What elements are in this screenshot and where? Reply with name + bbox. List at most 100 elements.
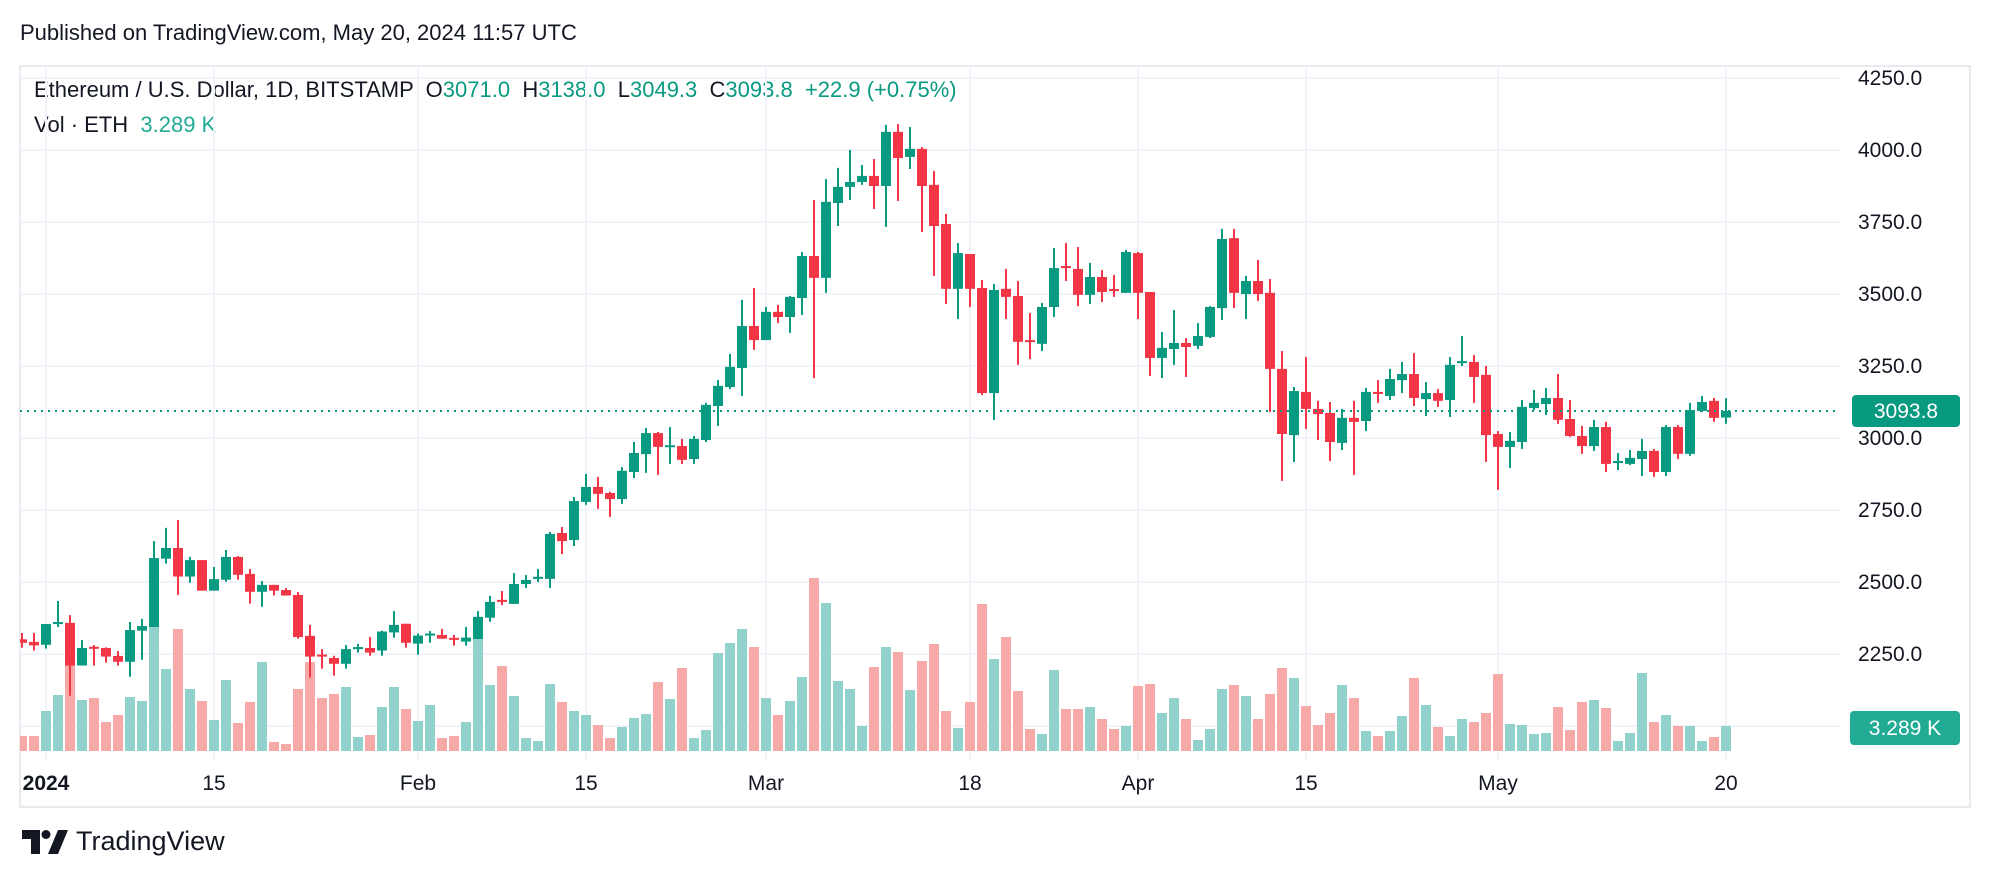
candle-body bbox=[1133, 253, 1143, 293]
candle-body bbox=[521, 579, 531, 585]
candle bbox=[821, 179, 831, 293]
candle bbox=[713, 380, 723, 426]
candle-body bbox=[1685, 410, 1695, 454]
volume-bar bbox=[1613, 740, 1623, 751]
candle-wick bbox=[897, 124, 899, 201]
candle-body bbox=[773, 311, 783, 318]
volume-bar bbox=[221, 680, 231, 751]
candle-wick bbox=[1497, 431, 1499, 490]
candle bbox=[293, 592, 303, 639]
last-volume-badge: 3.289 K bbox=[1850, 711, 1960, 745]
time-axis[interactable]: 2024 15 Feb 15 Mar 18 Apr 15 May 20 bbox=[23, 772, 1738, 795]
volume-bar bbox=[857, 725, 867, 751]
candle-body bbox=[977, 287, 987, 394]
volume-label: Vol · ETH bbox=[34, 112, 129, 137]
candle-body bbox=[269, 584, 279, 591]
candle-wick bbox=[165, 527, 167, 564]
candle-body bbox=[869, 175, 879, 186]
candle-wick bbox=[1173, 310, 1175, 365]
candle bbox=[77, 639, 87, 666]
candle-wick bbox=[1245, 275, 1247, 320]
candle bbox=[1301, 357, 1311, 430]
volume-bar bbox=[509, 695, 519, 751]
volume-bar bbox=[713, 653, 723, 751]
candle bbox=[497, 590, 507, 606]
candle bbox=[1157, 332, 1167, 379]
volume-bar bbox=[1673, 725, 1683, 751]
candle-wick bbox=[1353, 400, 1355, 475]
volume-value: 3.289 K bbox=[140, 112, 217, 137]
volume-bar bbox=[29, 736, 39, 751]
candle-body bbox=[785, 296, 795, 318]
candle bbox=[1649, 448, 1659, 477]
volume-bar bbox=[1109, 729, 1119, 751]
candle bbox=[1385, 368, 1395, 400]
candle-wick bbox=[441, 628, 443, 639]
volume-bar bbox=[965, 701, 975, 751]
candle-body bbox=[1169, 342, 1179, 350]
candle-body bbox=[881, 131, 891, 186]
candle-wick bbox=[909, 126, 911, 170]
candle-body bbox=[1697, 402, 1707, 411]
candle-body bbox=[461, 637, 471, 642]
volume-bar bbox=[1685, 725, 1695, 751]
volume-bar bbox=[473, 639, 483, 751]
candle bbox=[1061, 243, 1071, 282]
tradingview-logo[interactable]: TradingView bbox=[22, 826, 225, 857]
candle-body bbox=[797, 255, 807, 299]
volume-bar bbox=[1205, 729, 1215, 751]
candle-body bbox=[1349, 417, 1359, 422]
candle-body bbox=[1445, 364, 1455, 400]
candle bbox=[1433, 389, 1443, 407]
candle-body bbox=[1325, 412, 1335, 443]
candle bbox=[1421, 382, 1431, 417]
candle-wick bbox=[141, 618, 143, 660]
volume-bar bbox=[1469, 722, 1479, 751]
candle-wick bbox=[393, 611, 395, 638]
candle-body bbox=[857, 175, 867, 182]
candle-body bbox=[245, 573, 255, 592]
candle bbox=[1025, 313, 1035, 360]
candle-wick bbox=[33, 632, 35, 651]
price-axis[interactable]: 2250.0 2500.0 2750.0 3000.0 3250.0 3500.0 3750… bbox=[1858, 67, 1922, 666]
candle bbox=[617, 467, 627, 504]
candle-body bbox=[1301, 391, 1311, 409]
candle-body bbox=[317, 654, 327, 657]
candle-body bbox=[989, 289, 999, 394]
candle bbox=[1217, 228, 1227, 320]
candle-body bbox=[1529, 402, 1539, 409]
candle bbox=[1601, 421, 1611, 472]
candle-wick bbox=[501, 590, 503, 606]
candle bbox=[809, 200, 819, 379]
candle-body bbox=[1649, 450, 1659, 472]
candle bbox=[221, 550, 231, 582]
candle-body bbox=[701, 404, 711, 441]
candle bbox=[1193, 323, 1203, 350]
tradingview-logo-text: TradingView bbox=[76, 826, 225, 856]
volume-bar bbox=[113, 714, 123, 751]
candle bbox=[1145, 291, 1155, 377]
candle bbox=[89, 645, 99, 666]
candle-body bbox=[713, 385, 723, 407]
candle-body bbox=[749, 325, 759, 341]
last-price-badge-bg bbox=[1852, 394, 1960, 427]
candle bbox=[1361, 387, 1371, 432]
candle bbox=[1049, 247, 1059, 318]
time-tick-label: Apr bbox=[1122, 772, 1155, 795]
candle bbox=[665, 427, 675, 464]
candle-wick bbox=[213, 567, 215, 591]
candle bbox=[1721, 398, 1731, 424]
candle-body bbox=[821, 201, 831, 278]
volume-bar bbox=[845, 688, 855, 751]
volume-bar bbox=[485, 685, 495, 751]
candle bbox=[773, 304, 783, 324]
candle-body bbox=[113, 656, 123, 662]
candle bbox=[1229, 228, 1239, 309]
volume-bar bbox=[989, 659, 999, 751]
volume-bar bbox=[1049, 669, 1059, 751]
volume-bar bbox=[977, 604, 987, 751]
low-label: L bbox=[617, 77, 630, 102]
candle bbox=[701, 402, 711, 443]
candle-wick bbox=[753, 287, 755, 350]
